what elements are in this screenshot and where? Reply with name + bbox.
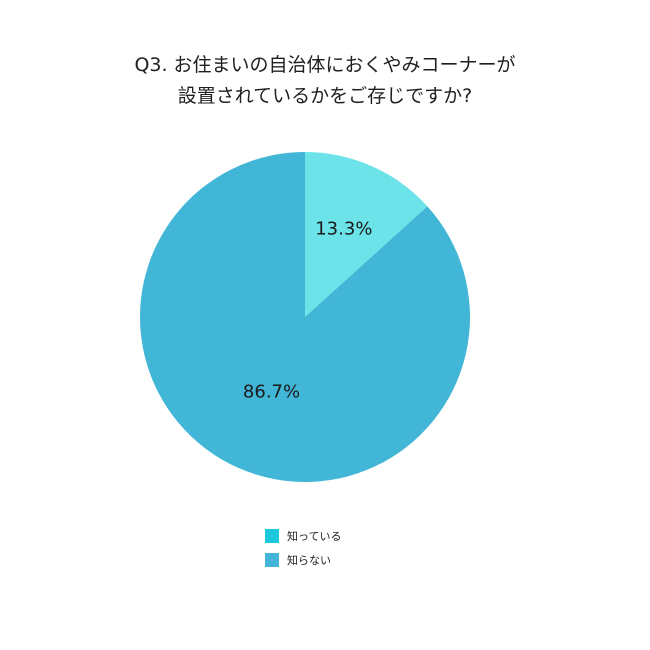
chart-title-line-2: 設置されているかをご存じですか?	[177, 85, 473, 107]
pie-slices	[139, 152, 470, 482]
legend-swatch-known	[265, 529, 279, 543]
legend-swatch-unknown	[265, 553, 279, 567]
legend-item-known: 知っている	[265, 528, 341, 544]
legend-label-unknown: 知らない	[287, 554, 331, 567]
pie-slice-label-0: 13.3%	[315, 219, 372, 240]
chart-title: Q3. お住まいの自治体におくやみコーナーが 設置されているかをご存じですか?	[0, 50, 650, 112]
chart-legend: 知っている 知らない	[265, 528, 341, 576]
pie-slice-labels: 13.3% 86.7%	[243, 219, 372, 403]
pie-slice-0	[305, 152, 428, 317]
legend-label-known: 知っている	[287, 530, 342, 543]
chart-title-line-1: Q3. お住まいの自治体におくやみコーナーが	[134, 54, 516, 76]
pie-slice-1	[139, 152, 470, 482]
legend-item-unknown: 知らない	[265, 552, 341, 568]
pie-slice-label-1: 86.7%	[243, 381, 300, 402]
